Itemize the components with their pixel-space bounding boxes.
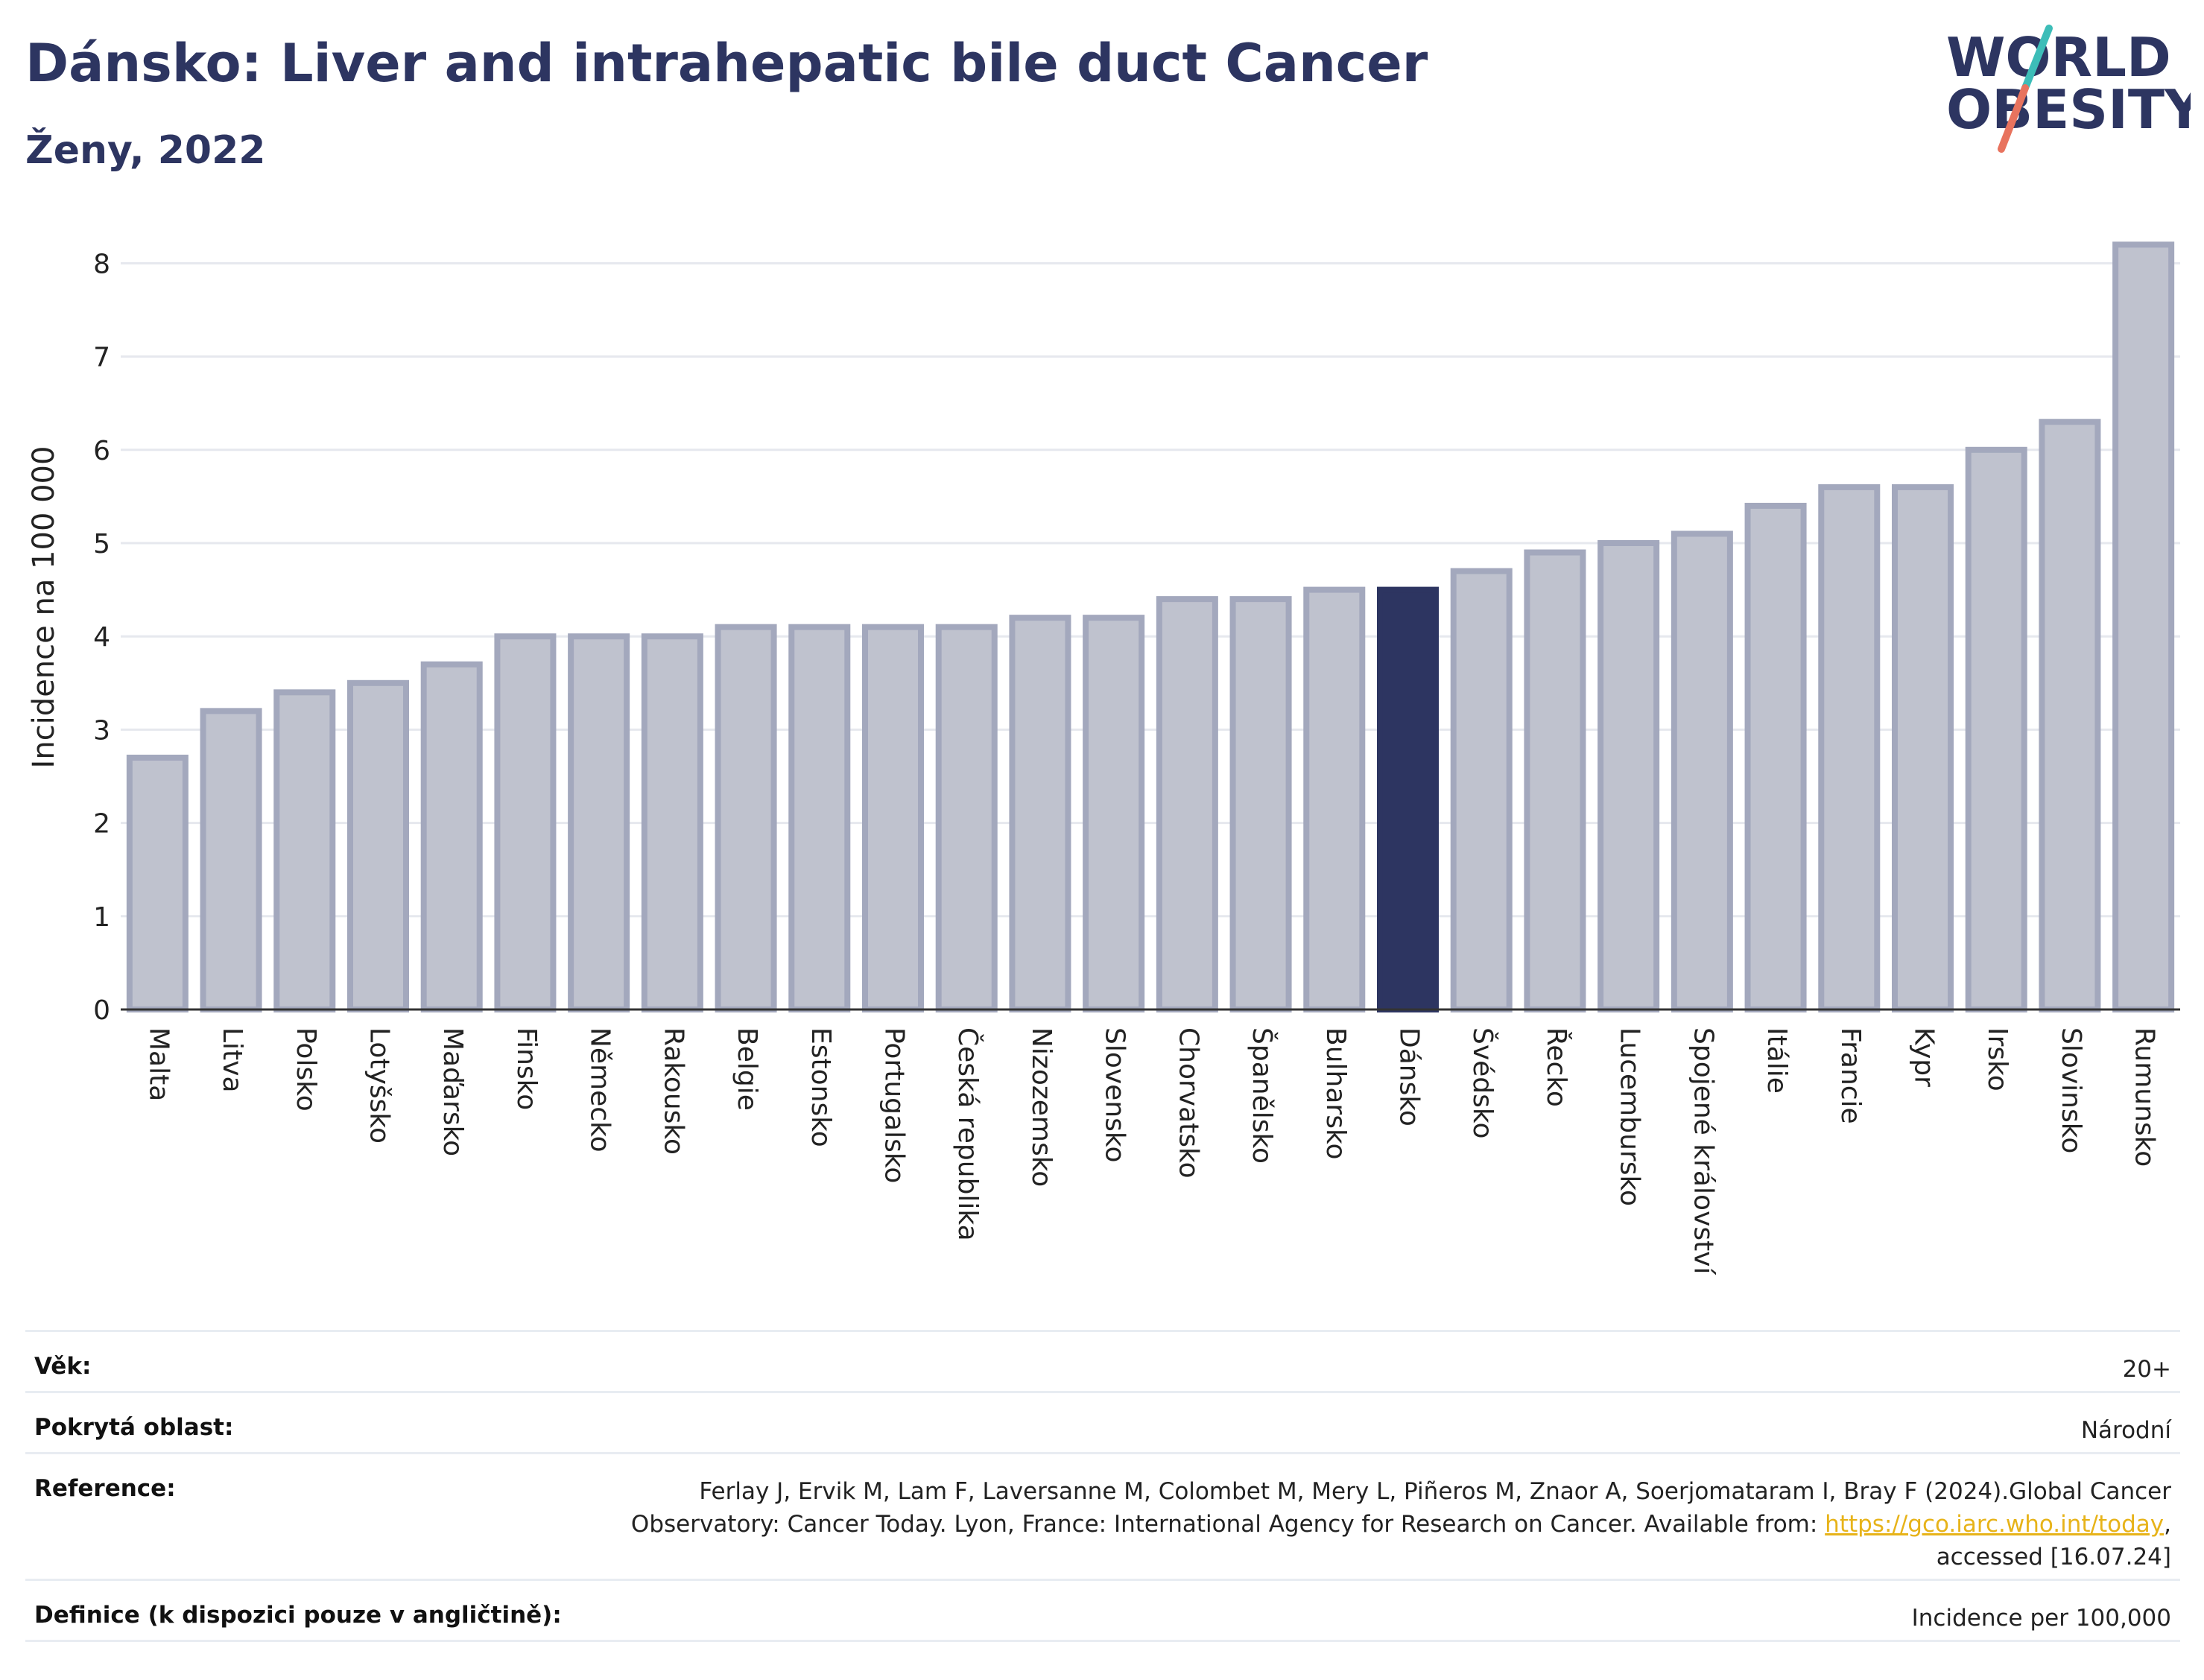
definition-label: Definice (k dispozici pouze v angličtině… (34, 1602, 562, 1629)
logo-slash-coral (1998, 84, 2029, 153)
logo-line-world: WORLD (1946, 26, 2171, 89)
bar-5 (420, 661, 483, 1012)
x-tick-label: Portugalsko (879, 1027, 910, 1183)
bar-1 (126, 754, 189, 1013)
bar-9 (715, 624, 777, 1012)
x-tick-label: Malta (143, 1027, 174, 1101)
x-tick-label: Dánsko (1394, 1027, 1425, 1126)
page-title: Dánsko: Liver and intrahepatic bile duct… (25, 33, 1428, 94)
x-tick-label: Slovinsko (2056, 1027, 2086, 1153)
x-tick-label: Irsko (1982, 1027, 2013, 1091)
bar-2 (200, 708, 262, 1012)
reference-link[interactable]: https://gco.iarc.who.int/today (1825, 1511, 2165, 1538)
y-tick-label: 8 (93, 249, 110, 279)
x-tick-label: Chorvatsko (1173, 1027, 1203, 1179)
bar-layer (121, 241, 2180, 1013)
bar-7 (568, 633, 630, 1012)
y-tick-label: 0 (93, 995, 110, 1026)
x-tick-label: Česká republika (952, 1027, 984, 1241)
y-tick-label: 3 (93, 715, 110, 746)
world-obesity-logo: WORLD OBESITY (1946, 25, 2191, 153)
x-tick-label: Litva (217, 1027, 247, 1093)
bar-4 (346, 679, 410, 1012)
bar-28 (2112, 241, 2175, 1012)
y-tick-label: 6 (93, 436, 110, 466)
reference-text-2: Observatory: Cancer Today. Lyon, France:… (630, 1511, 1825, 1538)
info-row-reference: Reference: Ferlay J, Ervik M, Lam F, Lav… (25, 1454, 2180, 1581)
bar-25 (1891, 484, 1954, 1012)
area-label: Pokrytá oblast: (34, 1414, 234, 1441)
bar-21 (1597, 540, 1660, 1012)
bar-23 (1744, 502, 1807, 1012)
bar-24 (1818, 484, 1881, 1012)
reference-line-1: Ferlay J, Ervik M, Lam F, Laversanne M, … (699, 1478, 2171, 1505)
x-tick-label: Francie (1835, 1027, 1866, 1124)
bar-18 (1376, 586, 1440, 1012)
x-tick-label: Bulharsko (1320, 1027, 1351, 1160)
bar-14 (1083, 615, 1145, 1012)
reference-line-2: Observatory: Cancer Today. Lyon, France:… (631, 1508, 2171, 1541)
reference-text-3: , (2164, 1511, 2171, 1538)
definition-value: Incidence per 100,000 (1911, 1605, 2171, 1632)
x-tick-label: Maďarsko (437, 1027, 468, 1156)
bar-17 (1303, 586, 1366, 1012)
x-tick-label: Španělsko (1247, 1027, 1278, 1164)
bar-chart: 0 1 2 3 4 5 6 7 8 Malta Litva Polsko Lotyšsko Maďars… (27, 241, 2180, 1275)
y-tick-label: 7 (93, 343, 110, 373)
info-row-age: Věk: 20+ (25, 1332, 2180, 1393)
x-tick-label: Spojené království (1688, 1027, 1718, 1275)
x-tick-label: Lucembursko (1615, 1027, 1645, 1206)
x-tick-label: Německo (585, 1027, 615, 1153)
bar-10 (788, 624, 851, 1012)
y-axis-label: Incidence na 100 000 (27, 446, 61, 769)
info-row-area: Pokrytá oblast: Národní (25, 1393, 2180, 1454)
x-tick-labels: Malta Litva Polsko Lotyšsko Maďarsko Finsko Ně… (143, 1027, 2159, 1275)
y-tick-label: 5 (93, 529, 110, 560)
info-row-definition: Definice (k dispozici pouze v angličtině… (25, 1581, 2180, 1642)
y-tick-label: 4 (93, 622, 110, 653)
x-tick-label: Rumunsko (2129, 1027, 2160, 1167)
bar-16 (1229, 596, 1292, 1012)
bar-20 (1524, 549, 1586, 1012)
area-value: Národní (2080, 1417, 2171, 1444)
age-value: 20+ (2122, 1356, 2171, 1383)
bar-22 (1671, 530, 1733, 1012)
x-tick-label: Rakousko (658, 1027, 688, 1155)
x-tick-label: Kypr (1909, 1027, 1939, 1087)
x-tick-label: Itálie (1761, 1027, 1792, 1094)
logo-slash-teal (2021, 25, 2053, 92)
y-tick-label: 1 (93, 902, 110, 933)
bar-27 (2039, 419, 2101, 1012)
age-label: Věk: (34, 1353, 92, 1380)
x-tick-label: Slovensko (1100, 1027, 1130, 1163)
bar-11 (861, 624, 925, 1012)
bar-26 (1965, 446, 2027, 1012)
reference-line-3: accessed [16.07.24] (1936, 1544, 2171, 1570)
bar-13 (1009, 615, 1071, 1012)
bar-15 (1156, 596, 1218, 1012)
x-tick-label: Polsko (291, 1027, 321, 1112)
x-tick-label: Estonsko (805, 1027, 836, 1147)
logo-line-obesity: OBESITY (1946, 78, 2191, 141)
bar-12 (935, 624, 998, 1012)
info-table: Věk: 20+ Pokrytá oblast: Národní Referen… (25, 1330, 2180, 1642)
bar-19 (1450, 568, 1513, 1012)
x-tick-label: Řecko (1541, 1027, 1572, 1107)
bar-8 (641, 633, 703, 1012)
y-tick-label: 2 (93, 809, 110, 840)
x-tick-label: Belgie (732, 1027, 762, 1111)
x-tick-label: Švédsko (1467, 1027, 1498, 1139)
page-subtitle: Ženy, 2022 (25, 128, 266, 173)
bar-6 (494, 633, 557, 1012)
x-tick-label: Lotyšsko (364, 1027, 395, 1144)
bar-3 (273, 689, 336, 1012)
x-tick-label: Finsko (511, 1027, 542, 1110)
reference-value: Ferlay J, Ervik M, Lam F, Laversanne M, … (631, 1475, 2171, 1573)
x-tick-label: Nizozemsko (1026, 1027, 1057, 1187)
reference-label: Reference: (34, 1475, 176, 1502)
